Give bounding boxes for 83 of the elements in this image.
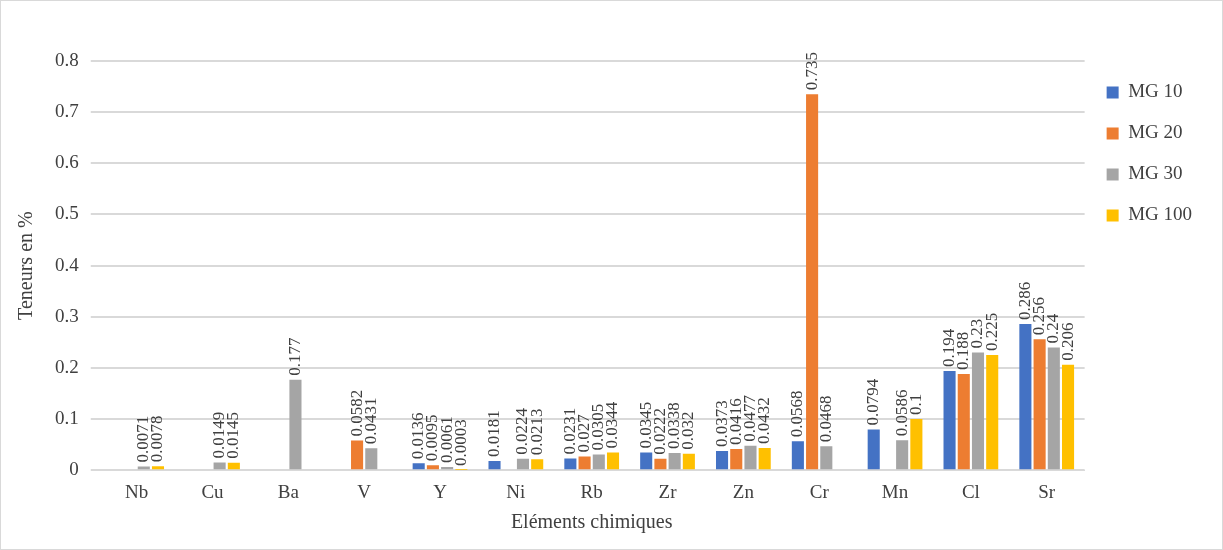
y-tick-label: 0.2	[55, 355, 79, 377]
x-tick-label: Ba	[277, 480, 300, 502]
bar	[986, 355, 999, 470]
data-label: 0.0582	[346, 389, 366, 437]
bar	[682, 453, 695, 470]
bar	[758, 448, 771, 470]
x-tick-label: Zn	[732, 480, 755, 502]
legend-label: MG 100	[1128, 203, 1193, 225]
data-label: 0.0181	[483, 410, 503, 457]
x-tick-label: Cl	[961, 480, 980, 502]
data-label: 0.177	[284, 336, 304, 376]
bar	[1047, 347, 1060, 470]
bar	[227, 462, 240, 470]
y-tick-label: 0.5	[55, 202, 79, 224]
data-label: 0.0344	[602, 401, 622, 449]
bar	[1019, 323, 1032, 470]
y-tick-label: 0.7	[55, 100, 79, 122]
bar	[791, 441, 804, 470]
y-tick-label: 0.6	[55, 151, 79, 173]
bar	[943, 370, 956, 470]
bar	[289, 379, 302, 470]
bar	[867, 429, 880, 470]
data-label: 0.286	[1014, 281, 1034, 320]
bar	[516, 458, 530, 470]
legend-label: MG 20	[1128, 121, 1183, 143]
bar	[351, 440, 364, 470]
data-label: 0.0586	[891, 389, 911, 437]
bar	[640, 452, 653, 470]
bar	[564, 458, 577, 470]
bar	[1033, 339, 1046, 470]
x-tick-label: Y	[433, 480, 448, 502]
x-tick-label: Mn	[881, 480, 909, 502]
data-label: 0.0231	[559, 407, 579, 455]
y-tick-label: 0.4	[55, 253, 80, 275]
bar	[910, 419, 923, 470]
legend-label: MG 30	[1128, 162, 1183, 184]
bar	[715, 451, 729, 470]
bar	[668, 452, 681, 470]
data-label: 0.0345	[635, 401, 655, 449]
x-tick-label: Zr	[658, 480, 678, 502]
data-label: 0.0145	[223, 412, 243, 459]
bar	[151, 466, 165, 470]
x-tick-label: Cr	[809, 480, 830, 502]
x-axis-title: Eléments chimiques	[510, 510, 673, 534]
y-tick-label: 0	[69, 458, 79, 480]
bar	[213, 462, 226, 470]
data-label: 0.0468	[815, 395, 835, 443]
bar	[606, 452, 620, 470]
data-label: 0.0373	[711, 400, 731, 448]
data-label: 0.0794	[863, 378, 883, 426]
x-tick-label: Ni	[506, 480, 526, 502]
bar	[806, 94, 819, 470]
x-tick-label: Nb	[125, 480, 149, 502]
data-label: 0.0432	[754, 397, 774, 445]
y-axis-title: Teneurs en %	[14, 211, 37, 320]
x-tick-label: Cu	[201, 480, 225, 502]
bar	[971, 352, 985, 470]
data-label: 0.032	[678, 411, 698, 450]
y-tick-label: 0.3	[55, 304, 79, 326]
x-tick-label: Rb	[580, 480, 603, 502]
bar	[957, 374, 970, 470]
data-label: 0.735	[801, 52, 821, 91]
bar	[441, 467, 454, 470]
bar	[896, 440, 909, 470]
legend-label: MG 10	[1128, 80, 1183, 102]
y-tick-label: 0.1	[55, 407, 79, 429]
bar	[426, 465, 439, 470]
bar	[531, 459, 544, 470]
bar	[488, 460, 501, 470]
bar	[365, 448, 378, 470]
bar	[820, 446, 833, 470]
x-tick-label: Sr	[1038, 480, 1056, 502]
data-label: 0.0568	[787, 390, 807, 438]
y-tick-label: 0.8	[55, 48, 79, 70]
bar	[1062, 364, 1075, 470]
bar	[744, 445, 757, 470]
data-label: 0.0078	[147, 415, 167, 463]
bar	[730, 448, 743, 470]
x-tick-label: V	[357, 480, 372, 502]
bar	[412, 463, 425, 470]
bar	[578, 456, 591, 470]
bar	[592, 454, 605, 470]
bar	[654, 458, 667, 470]
